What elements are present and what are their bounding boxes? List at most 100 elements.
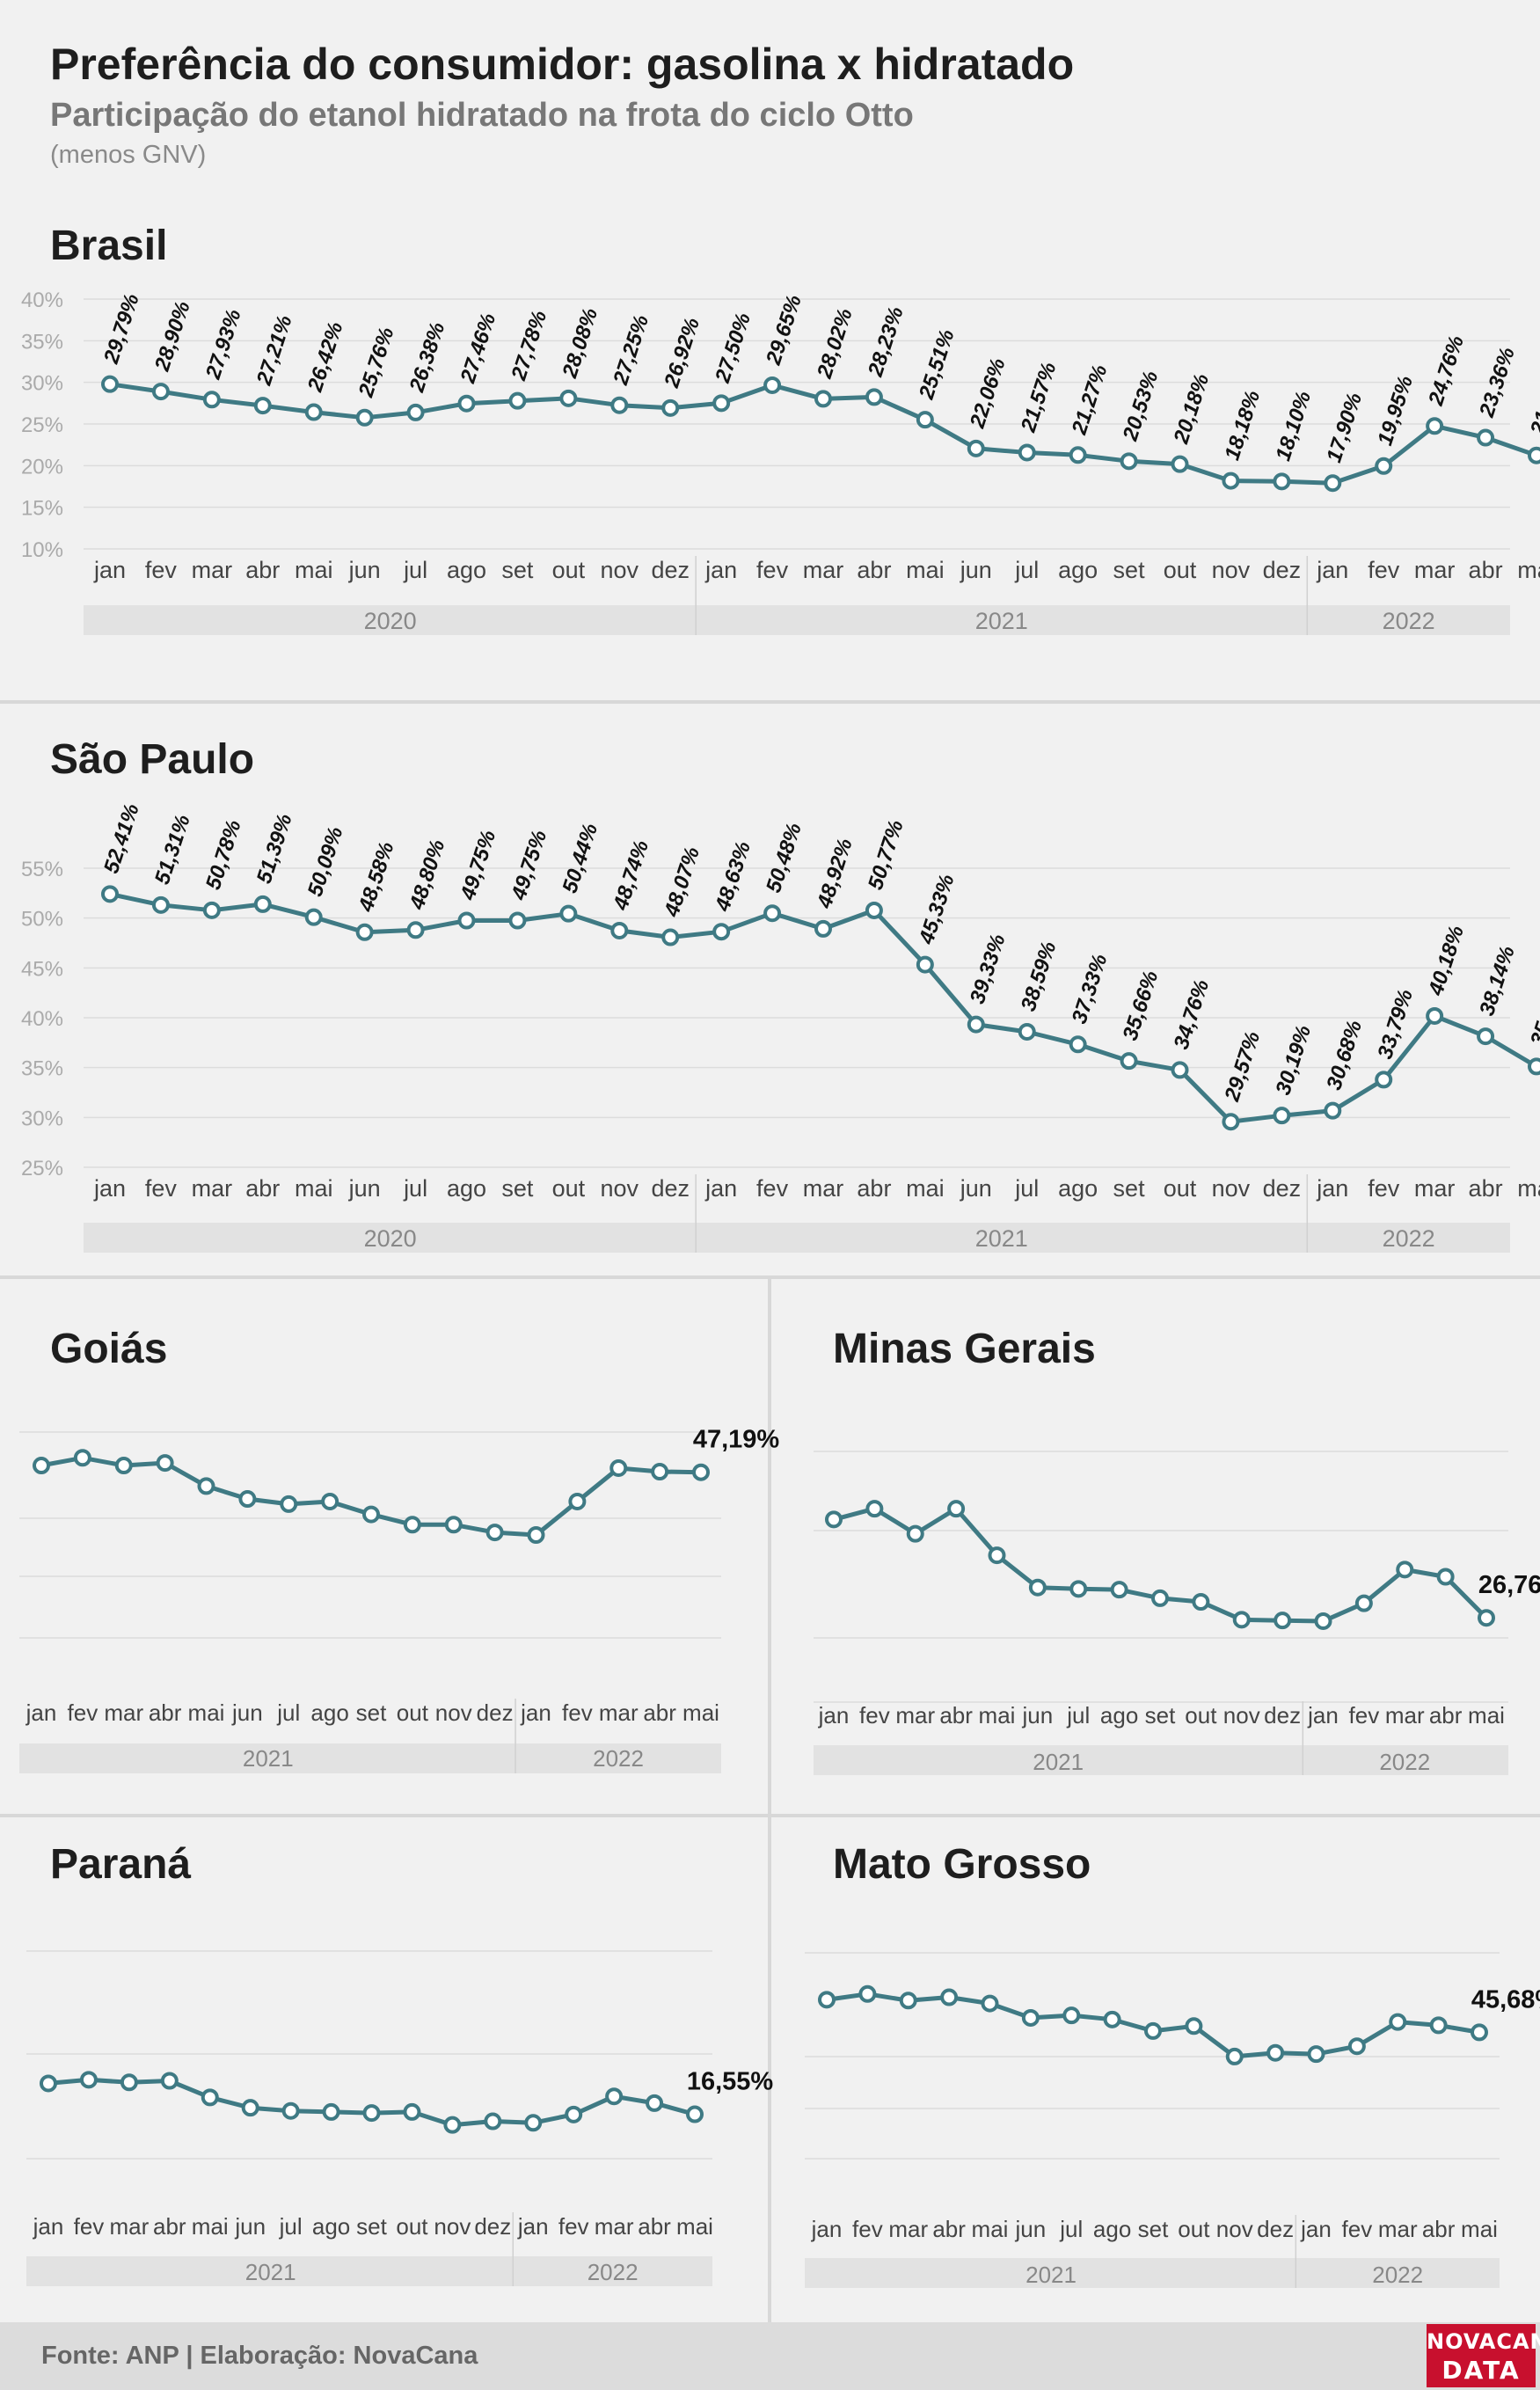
data-point	[202, 391, 221, 409]
x-tick-label: abr	[643, 1699, 676, 1726]
x-tick-label: set	[501, 557, 534, 583]
data-point	[101, 375, 119, 393]
x-tick-label: jul	[1014, 557, 1039, 583]
data-point	[967, 1015, 985, 1034]
x-tick-label: jul	[1014, 1175, 1039, 1202]
x-tick-label: mar	[109, 2213, 149, 2240]
year-label: 2021	[243, 1745, 294, 1772]
data-point	[362, 1505, 380, 1524]
data-point	[444, 1516, 463, 1534]
data-point	[559, 904, 578, 923]
x-tick-label: fev	[558, 2213, 589, 2240]
data-point	[253, 397, 272, 415]
data-point	[916, 411, 934, 429]
data-point	[763, 904, 782, 923]
x-tick-label: abr	[1429, 1702, 1463, 1729]
year-label: 2022	[1383, 608, 1435, 634]
data-point	[1314, 1612, 1332, 1630]
x-tick-label: set	[1113, 1175, 1146, 1202]
data-point	[559, 389, 578, 407]
data-point	[355, 408, 374, 427]
data-point	[457, 911, 476, 930]
data-point	[151, 895, 170, 914]
data-point	[565, 2105, 583, 2123]
x-tick-label: out	[397, 1699, 429, 1726]
data-point	[253, 895, 272, 913]
data-point	[763, 376, 782, 394]
data-point	[1273, 1107, 1291, 1125]
data-point	[865, 1500, 884, 1518]
data-point	[609, 1458, 628, 1477]
section-divider	[0, 1814, 1540, 1817]
year-label: 2022	[1372, 2262, 1423, 2288]
x-tick-label: jun	[234, 2213, 266, 2240]
data-point	[362, 2104, 381, 2123]
x-tick-label: mar	[895, 1702, 935, 1729]
data-point	[712, 923, 731, 941]
data-point	[1375, 457, 1393, 475]
x-tick-label: out	[396, 2213, 428, 2240]
x-tick-label: fev	[145, 557, 178, 583]
x-tick-label: out	[552, 1175, 586, 1202]
data-point	[1110, 1581, 1128, 1599]
x-tick-label: fev	[859, 1702, 890, 1729]
x-tick-label: set	[501, 1175, 534, 1202]
data-point	[1171, 1061, 1189, 1079]
x-tick-label: mai	[676, 2213, 713, 2240]
x-tick-label: abr	[939, 1702, 973, 1729]
chart-title-mato-grosso: Mato Grosso	[833, 1841, 1091, 1888]
x-tick-label: mar	[803, 557, 844, 583]
data-point	[916, 955, 934, 974]
data-point	[1062, 2006, 1081, 2025]
x-tick-label: dez	[1257, 2216, 1294, 2242]
chart-title-sao-paulo: São Paulo	[50, 736, 255, 783]
data-point	[406, 403, 425, 421]
x-tick-label: abr	[1422, 2216, 1456, 2242]
x-tick-label: out	[1178, 2216, 1210, 2242]
year-label: 2022	[593, 1745, 644, 1772]
data-point	[661, 398, 680, 417]
data-point	[281, 2101, 300, 2120]
x-tick-label: mai	[1468, 1702, 1505, 1729]
data-point	[1151, 1589, 1169, 1607]
data-point	[1069, 1035, 1087, 1054]
data-point	[1477, 1027, 1495, 1046]
data-point	[201, 2088, 219, 2107]
data-point	[605, 2087, 624, 2106]
x-tick-label: mar	[599, 1699, 639, 1726]
data-point	[304, 403, 323, 421]
x-tick-label: dez	[1263, 557, 1302, 583]
x-tick-label: ago	[312, 2213, 350, 2240]
data-point	[981, 1994, 999, 2013]
x-tick-label: mar	[1385, 1702, 1425, 1729]
data-point	[160, 2072, 179, 2090]
y-tick-label: 25%	[21, 1157, 63, 1180]
x-tick-label: mai	[1461, 2216, 1498, 2242]
data-point	[858, 1984, 877, 2003]
page-note: (menos GNV)	[50, 141, 207, 169]
data-point	[403, 2102, 421, 2121]
data-point	[238, 1490, 257, 1509]
y-tick-label: 30%	[21, 1107, 63, 1130]
data-point	[1426, 417, 1444, 435]
data-point	[1471, 2023, 1488, 2042]
data-point	[1069, 446, 1087, 464]
x-tick-label: mai	[295, 557, 333, 583]
data-point	[1273, 472, 1291, 491]
x-tick-label: jul	[1066, 1702, 1090, 1729]
data-point	[1389, 2013, 1407, 2031]
data-point	[1266, 2043, 1285, 2062]
x-tick-label: jan	[818, 1702, 850, 1729]
data-point	[1347, 2037, 1366, 2056]
data-point	[403, 1516, 421, 1534]
x-tick-label: nov	[435, 1699, 472, 1726]
data-point	[1324, 1101, 1342, 1120]
data-point	[241, 2099, 259, 2117]
y-tick-label: 25%	[21, 413, 63, 437]
x-tick-label: fev	[756, 1175, 789, 1202]
x-tick-label: jan	[1300, 2216, 1332, 2242]
x-tick-label: jul	[403, 1175, 427, 1202]
year-label: 2022	[1379, 1749, 1430, 1775]
x-tick-label: fev	[1368, 557, 1400, 583]
